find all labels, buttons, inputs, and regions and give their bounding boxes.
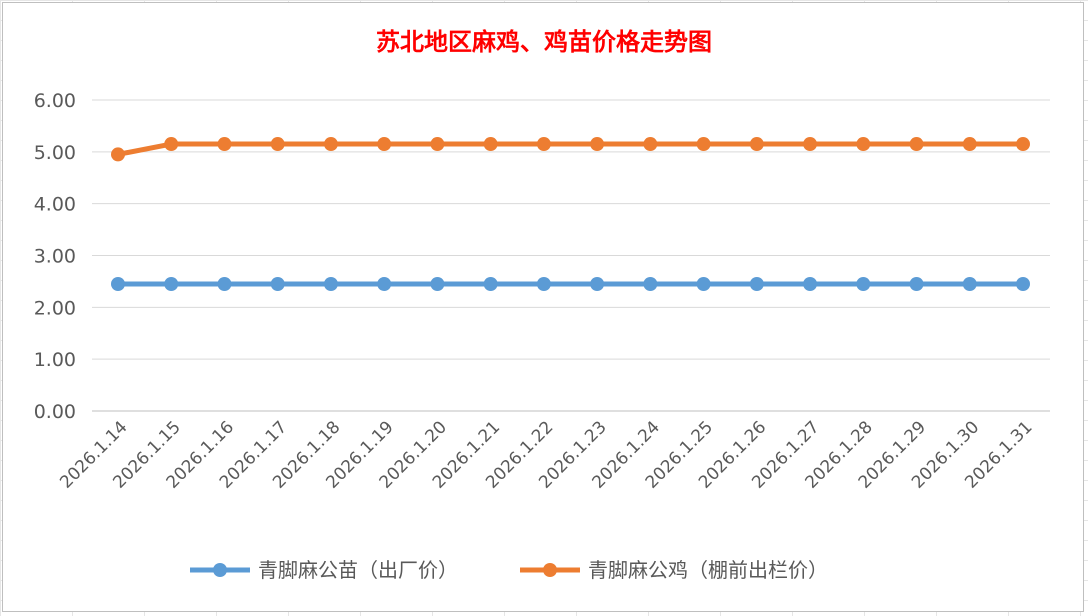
legend-label-rooster: 青脚麻公鸡（棚前出栏价） <box>588 558 828 582</box>
data-point-seedling[interactable] <box>164 277 179 292</box>
data-point-seedling[interactable] <box>696 277 711 292</box>
data-point-seedling[interactable] <box>377 277 392 292</box>
data-point-rooster[interactable] <box>430 137 445 152</box>
series-line-rooster <box>117 141 1023 157</box>
series-group <box>111 137 1030 292</box>
data-point-rooster[interactable] <box>483 137 498 152</box>
x-axis-ticks: 2026.1.142026.1.152026.1.162026.1.172026… <box>56 417 1036 492</box>
data-point-seedling[interactable] <box>430 277 445 292</box>
data-point-seedling[interactable] <box>590 277 605 292</box>
data-point-rooster[interactable] <box>1016 137 1030 152</box>
y-tick-label: 5.00 <box>34 142 76 164</box>
y-axis-ticks: 0.00 1.00 2.00 3.00 4.00 5.00 6.00 <box>34 90 76 423</box>
data-point-seedling[interactable] <box>483 277 498 292</box>
data-point-seedling[interactable] <box>643 277 658 292</box>
data-point-seedling[interactable] <box>749 277 764 292</box>
data-point-seedling[interactable] <box>909 277 924 292</box>
y-tick-label: 3.00 <box>34 246 76 268</box>
data-point-seedling[interactable] <box>323 277 338 292</box>
data-point-rooster[interactable] <box>217 137 232 152</box>
data-point-seedling[interactable] <box>856 277 871 292</box>
chart-title: 苏北地区麻鸡、鸡苗价格走势图 <box>376 27 712 56</box>
data-point-seedling[interactable] <box>536 277 551 292</box>
data-point-rooster[interactable] <box>323 137 338 152</box>
legend[interactable]: 青脚麻公苗（出厂价） 青脚麻公鸡（棚前出栏价） <box>190 558 828 582</box>
data-point-rooster[interactable] <box>377 137 392 152</box>
y-tick-label: 6.00 <box>34 90 76 112</box>
data-point-seedling[interactable] <box>803 277 818 292</box>
data-point-rooster[interactable] <box>856 137 871 152</box>
y-tick-label: 2.00 <box>34 297 76 319</box>
data-point-seedling[interactable] <box>270 277 285 292</box>
data-point-rooster[interactable] <box>111 147 125 162</box>
data-point-seedling[interactable] <box>962 277 977 292</box>
data-point-seedling[interactable] <box>1016 277 1030 292</box>
data-point-rooster[interactable] <box>749 137 764 152</box>
data-point-rooster[interactable] <box>590 137 605 152</box>
legend-label-seedling: 青脚麻公苗（出厂价） <box>258 558 458 582</box>
data-point-rooster[interactable] <box>803 137 818 152</box>
legend-swatch-marker-seedling <box>213 563 227 577</box>
y-tick-label: 0.00 <box>34 401 76 423</box>
y-tick-label: 4.00 <box>34 194 76 216</box>
data-point-rooster[interactable] <box>696 137 711 152</box>
data-point-rooster[interactable] <box>643 137 658 152</box>
data-point-seedling[interactable] <box>111 277 125 292</box>
gridlines <box>92 99 1050 412</box>
y-tick-label: 1.00 <box>34 349 76 371</box>
legend-swatch-marker-rooster <box>543 563 557 577</box>
data-point-rooster[interactable] <box>962 137 977 152</box>
data-point-rooster[interactable] <box>164 137 179 152</box>
data-point-rooster[interactable] <box>909 137 924 152</box>
data-point-seedling[interactable] <box>217 277 232 292</box>
data-point-rooster[interactable] <box>270 137 285 152</box>
data-point-rooster[interactable] <box>536 137 551 152</box>
